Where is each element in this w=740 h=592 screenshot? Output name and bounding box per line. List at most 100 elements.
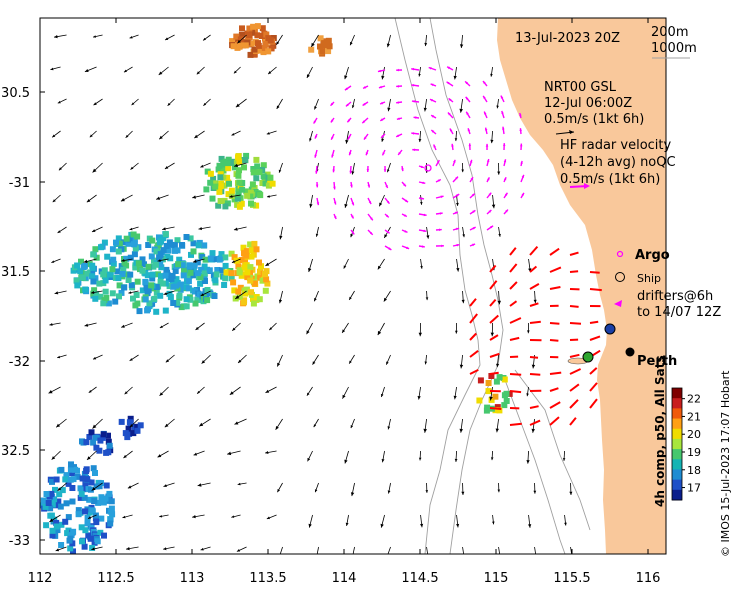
sst-pixel [103, 449, 110, 456]
model-arrow-head [491, 204, 496, 209]
sst-pixel [91, 287, 98, 294]
model-arrow-head [498, 554, 501, 557]
model-arrow-head [92, 229, 96, 232]
sst-pixel [503, 398, 510, 404]
hf-radar-arrow-head [367, 184, 370, 188]
sst-pixel [258, 263, 264, 270]
sst-pixel [102, 495, 109, 502]
hf-radar-arrow-head [437, 179, 441, 182]
sst-pixel [62, 476, 69, 483]
sst-pixel [57, 503, 64, 510]
hf-radar-arrow-head [472, 243, 476, 247]
model-arrow-head [420, 202, 423, 205]
model-arrow-head [307, 457, 311, 462]
sst-pixel [84, 514, 91, 521]
sst-pixel [183, 296, 190, 303]
sst-pixel [202, 278, 208, 284]
model-arrow-head [420, 265, 423, 269]
hf-radar-arrow-head [500, 95, 504, 99]
sst-pixel [98, 515, 105, 522]
sst-pixel [211, 293, 218, 299]
sst-pixel [206, 267, 213, 274]
sst-pixel [47, 512, 54, 519]
y-tick-label: 31.5 [1, 265, 30, 280]
model-arrow-head [453, 75, 457, 80]
hf-radar-arrow-head [521, 174, 524, 178]
model-arrow-head [309, 203, 313, 208]
model-arrow-head [84, 323, 89, 327]
drifter-segment [529, 302, 539, 307]
sst-pixel [90, 251, 97, 258]
model-arrow-head [462, 556, 465, 560]
sst-pixel [506, 390, 513, 397]
hf-radar-arrow-head [439, 228, 442, 232]
model-arrow-head [88, 516, 91, 519]
sst-pixel [103, 295, 110, 301]
model-arrow-head [313, 424, 317, 428]
hf-radar-arrow-head [333, 186, 336, 190]
hf-radar-arrow-head [503, 177, 507, 181]
sst-pixel [145, 263, 152, 270]
model-arrow-head [497, 489, 501, 493]
sst-pixel [251, 51, 258, 58]
hf-radar-arrow-head [406, 246, 410, 249]
model-arrow-head [308, 523, 312, 528]
hf-radar-arrow-head [487, 177, 490, 181]
hf-scale-arrowhead [584, 183, 590, 189]
sst-pixel [87, 535, 94, 542]
sst-pixel [139, 287, 146, 294]
sst-pixel [243, 152, 250, 159]
model-arrow-head [424, 42, 428, 46]
hf-radar-arrow-head [446, 81, 450, 85]
sst-pixel [127, 271, 134, 278]
sst-pixel [107, 520, 114, 527]
sst-pixel [118, 263, 125, 270]
model-arrow-head [266, 516, 270, 520]
model-arrow-head [384, 234, 388, 238]
sst-pixel [53, 476, 60, 483]
model-arrow-head [86, 199, 91, 203]
sst-pixel [179, 262, 186, 269]
sst-pixel [58, 466, 65, 473]
sst-pixel [257, 268, 263, 275]
sst-pixel [235, 263, 242, 270]
hf-radar-arrow-head [401, 168, 404, 172]
sst-pixel [130, 295, 136, 302]
sst-pixel [79, 274, 86, 281]
sst-pixel [162, 231, 169, 238]
hf-radar-arrow-head [454, 211, 458, 215]
model-arrow-head [197, 483, 202, 487]
sst-pixel [144, 290, 151, 297]
sst-pixel [230, 279, 237, 286]
sst-pixel [183, 234, 190, 240]
sst-pixel [253, 175, 260, 182]
sst-pixel [153, 248, 160, 255]
sst-pixel [144, 272, 151, 279]
model-arrow-head [314, 298, 317, 302]
model-arrow-head [87, 456, 91, 460]
model-arrow-head [192, 515, 196, 519]
sst-pixel [180, 272, 187, 279]
model-arrow-head [192, 195, 196, 199]
model-arrow-head [423, 428, 427, 433]
sst-pixel [321, 40, 328, 47]
sst-pixel [186, 263, 193, 270]
sst-pixel [75, 507, 82, 514]
model-arrow-head [344, 203, 348, 208]
sst-pixel [225, 156, 232, 163]
sst-pixel [251, 185, 258, 191]
model-arrow-head [417, 396, 421, 400]
model-arrow-head [314, 489, 318, 493]
model-arrow-head [130, 166, 134, 170]
hf-radar-arrow-head [349, 170, 352, 174]
drifter-segment [529, 283, 540, 290]
model-arrow-head [490, 73, 493, 77]
hf-radar-arrow-head [469, 159, 473, 163]
model-arrow-head [424, 361, 428, 365]
model-arrow-head [200, 547, 204, 551]
sst-pixel [100, 300, 107, 307]
colorbar-tick-label: 19 [687, 446, 701, 459]
sst-pixel [483, 407, 490, 414]
model-arrow-head [52, 199, 56, 203]
sst-pixel [250, 23, 257, 30]
